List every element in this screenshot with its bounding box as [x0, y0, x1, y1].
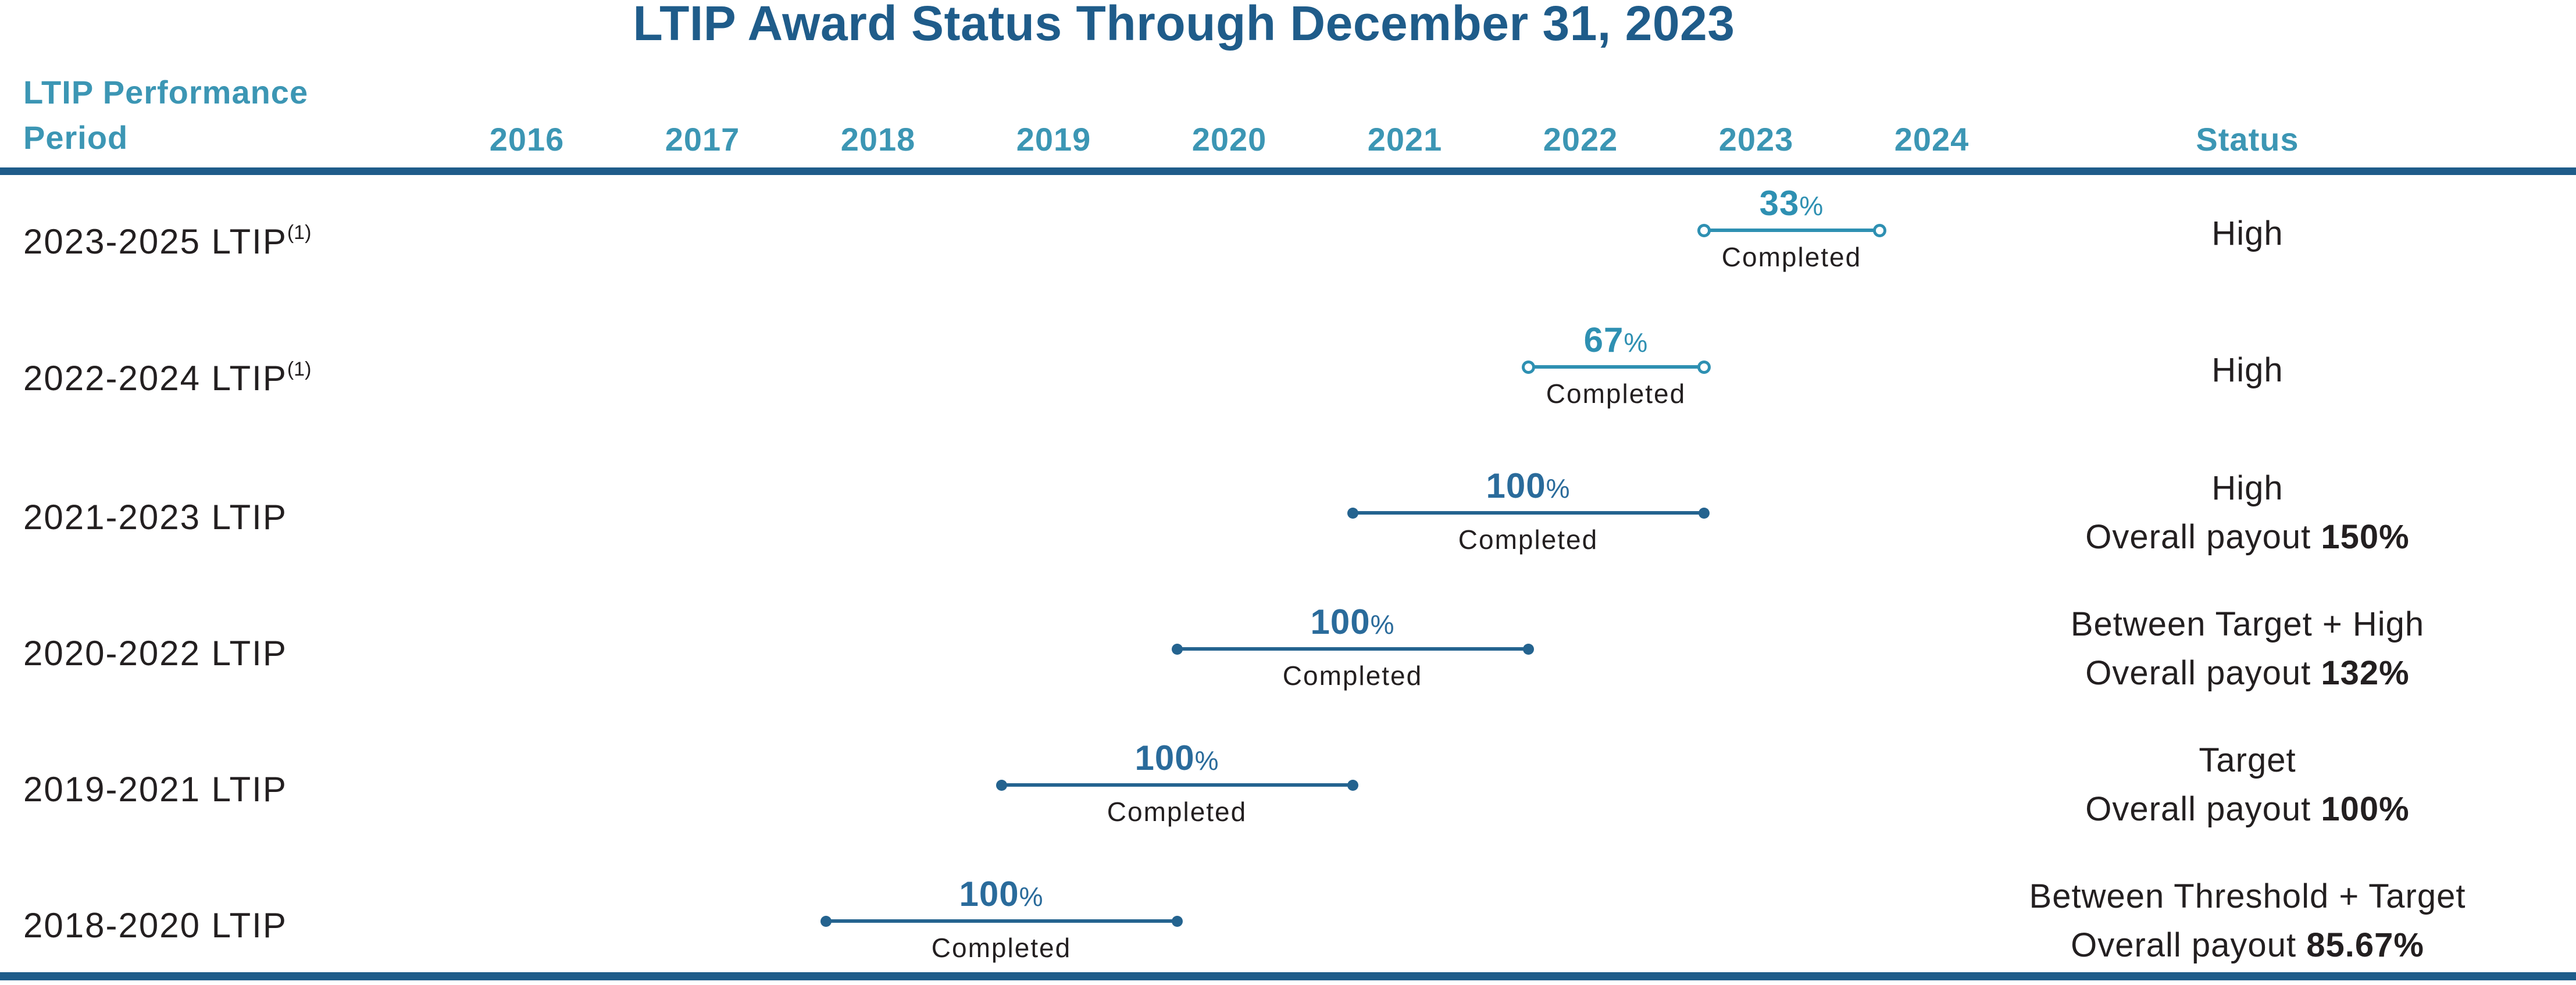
status-overall-payout: Overall payout 85.67%	[2071, 926, 2424, 964]
status-level: Between Threshold + Target	[2029, 877, 2466, 915]
progress-endpoint-dot	[1171, 915, 1183, 927]
progress-line	[826, 919, 1177, 923]
status-text: Between Target + High Overall payout 132%	[1913, 600, 2576, 698]
payout-percent: 150%	[2321, 518, 2410, 556]
status-text: High	[2211, 351, 2284, 389]
year-header-2023: 2023	[1718, 121, 1794, 158]
progress-endpoint-dot	[1347, 507, 1358, 519]
payout-percent: 85.67%	[2306, 926, 2424, 964]
status-level: Between Target + High	[2070, 605, 2425, 643]
progress-endpoint-dot	[1522, 643, 1534, 655]
status-overall-payout: Overall payout 100%	[2085, 790, 2410, 828]
progress-line	[1001, 783, 1353, 787]
progress-endpoint-dot	[1697, 360, 1711, 374]
percent-complete-label: 67%	[1583, 320, 1649, 359]
percent-complete-label: 100%	[1310, 602, 1395, 641]
progress-endpoint-dot	[820, 915, 832, 927]
year-header-2017: 2017	[665, 121, 740, 158]
year-header-2019: 2019	[1016, 121, 1091, 158]
completed-caption: Completed	[1546, 379, 1686, 409]
period-label: 2020-2022 LTIP	[23, 634, 287, 673]
year-header-2016: 2016	[489, 121, 565, 158]
column-header-performance-period: LTIP Performance Period	[23, 70, 308, 160]
status-overall-payout: Overall payout 150%	[2085, 518, 2410, 556]
progress-endpoint-dot	[996, 779, 1007, 791]
status-text: Between Threshold + Target Overall payout…	[1913, 872, 2576, 970]
completed-caption: Completed	[1107, 797, 1247, 827]
percent-complete-label: 100%	[1134, 738, 1219, 777]
column-header-performance-period-line2: Period	[23, 119, 129, 156]
completed-caption: Completed	[1458, 524, 1599, 555]
chart-title: LTIP Award Status Through December 31, 2…	[633, 0, 1735, 51]
status-text: High Overall payout 150%	[1913, 464, 2576, 562]
year-header-2020: 2020	[1191, 121, 1267, 158]
completed-caption: Completed	[931, 933, 1072, 963]
period-label: 2018-2020 LTIP	[23, 906, 287, 945]
completed-caption: Completed	[1721, 242, 1862, 272]
status-level: Target	[2199, 741, 2296, 779]
progress-line	[1528, 365, 1704, 369]
progress-endpoint-dot	[1872, 223, 1886, 237]
percent-complete-label: 100%	[959, 875, 1044, 913]
progress-line	[1704, 229, 1879, 232]
period-label: 2021-2023 LTIP	[23, 498, 287, 537]
footnote-marker: (1)	[287, 222, 312, 244]
progress-endpoint-dot	[1697, 223, 1711, 237]
period-label: 2022-2024 LTIP(1)	[23, 358, 312, 398]
bottom-border-rule	[0, 972, 2576, 980]
payout-percent: 100%	[2321, 790, 2410, 828]
column-header-status: Status	[2196, 121, 2299, 158]
payout-percent: 132%	[2321, 654, 2410, 692]
progress-line	[1177, 647, 1528, 651]
header-divider-rule	[0, 167, 2576, 175]
status-text: High	[2211, 215, 2284, 252]
status-text: Target Overall payout 100%	[1913, 736, 2576, 834]
status-level: High	[2211, 469, 2284, 507]
footnote-marker: (1)	[287, 358, 312, 380]
year-header-2022: 2022	[1543, 121, 1618, 158]
percent-complete-label: 33%	[1759, 184, 1824, 223]
completed-caption: Completed	[1282, 661, 1423, 691]
progress-endpoint-dot	[1171, 643, 1183, 655]
progress-line	[1353, 511, 1704, 515]
year-header-2021: 2021	[1367, 121, 1443, 158]
percent-complete-label: 100%	[1486, 466, 1571, 505]
progress-endpoint-dot	[1521, 360, 1535, 374]
year-header-2018: 2018	[840, 121, 916, 158]
column-header-performance-period-line1: LTIP Performance	[23, 74, 309, 110]
progress-endpoint-dot	[1698, 507, 1710, 519]
year-header-2024: 2024	[1894, 121, 1970, 158]
period-label: 2019-2021 LTIP	[23, 770, 287, 809]
status-overall-payout: Overall payout 132%	[2085, 654, 2410, 692]
progress-endpoint-dot	[1347, 779, 1358, 791]
period-label: 2023-2025 LTIP(1)	[23, 222, 312, 261]
